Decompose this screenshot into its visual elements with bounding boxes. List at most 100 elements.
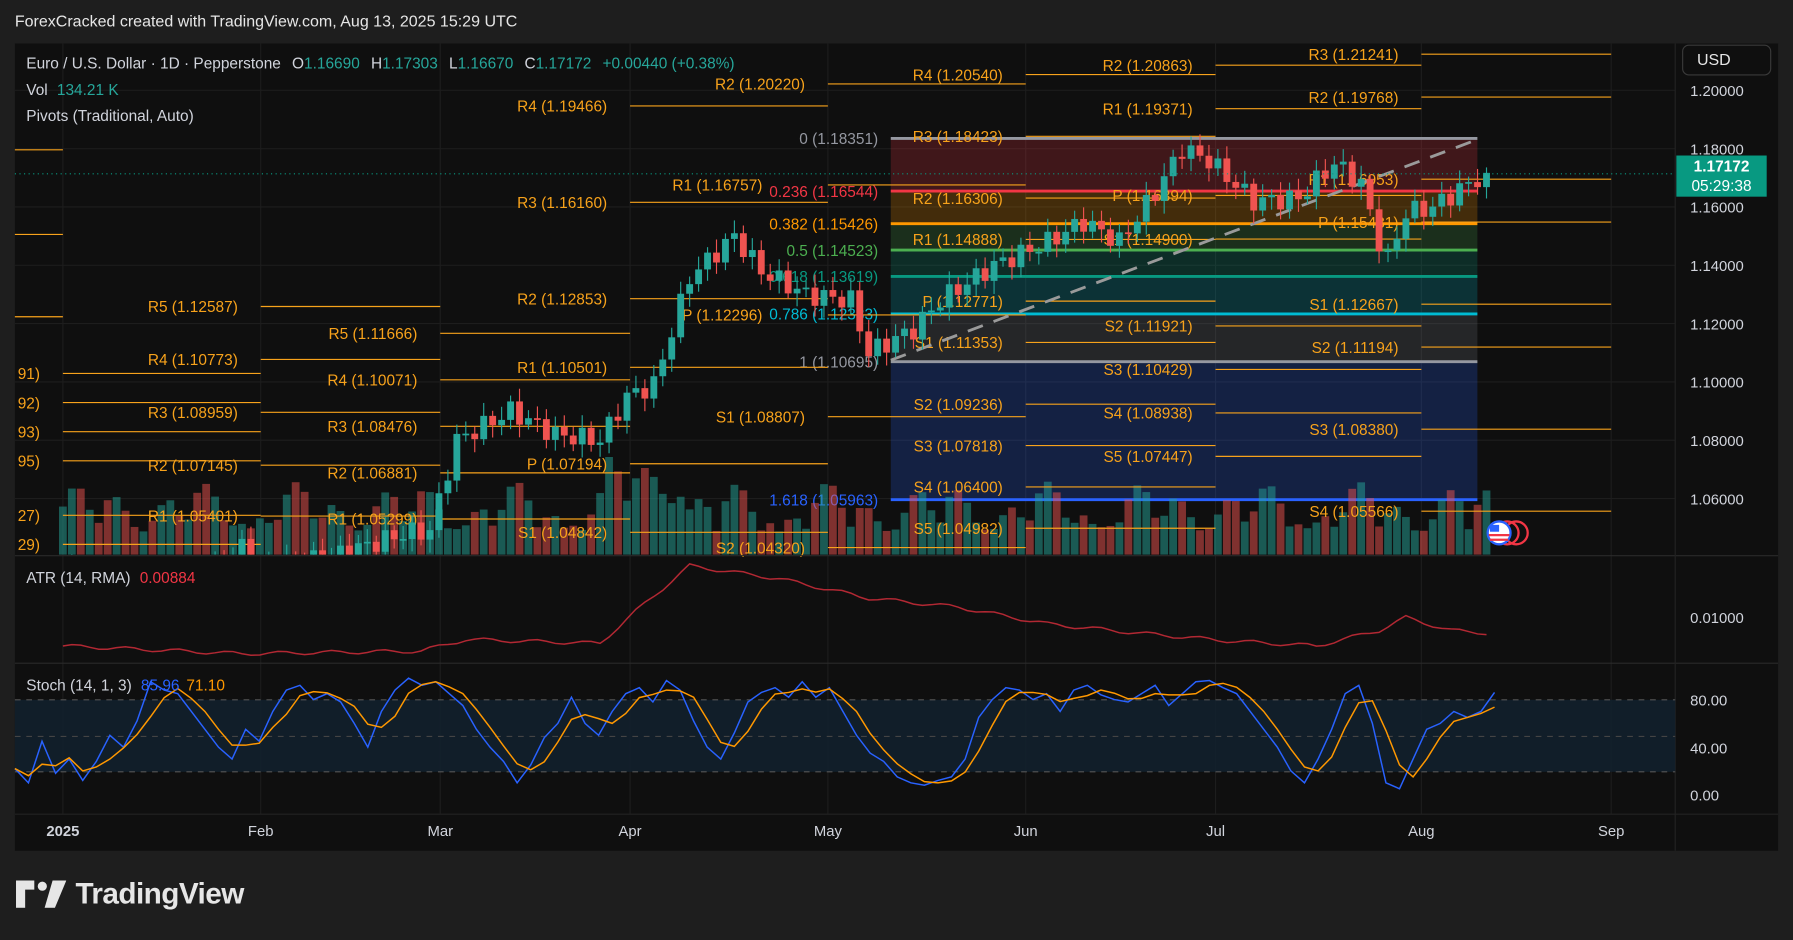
- candle-body: [739, 233, 747, 258]
- volume-bar: [461, 525, 470, 555]
- pivots-legend[interactable]: Pivots (Traditional, Auto): [26, 108, 193, 125]
- fib-retracement[interactable]: 0 (1.18351) 0.236 (1.16544) 0.382 (1.15426…: [769, 131, 1478, 509]
- last-price-badge: 1.17172 05:29:38: [1676, 155, 1767, 197]
- pivot-label: R4 (1.10773): [148, 352, 238, 369]
- atr-legend[interactable]: ATR (14, RMA) 0.00884: [26, 570, 196, 587]
- price-axis-label: 1.20000: [1690, 84, 1744, 100]
- pivot-label: R3 (1.18423): [913, 129, 1003, 146]
- candle-body: [892, 336, 900, 353]
- volume-bar: [793, 518, 801, 555]
- candle-body: [677, 293, 685, 338]
- candle-body: [337, 545, 344, 555]
- pivot-label: S3 (1.07818): [914, 438, 1003, 455]
- stoch-axis-label: 40.00: [1690, 742, 1727, 758]
- volume-bar: [166, 500, 175, 555]
- volume-bar: [300, 491, 309, 555]
- volume-legend[interactable]: Vol 134.21 K: [26, 82, 119, 99]
- candle-body: [632, 388, 640, 393]
- volume-bar: [605, 456, 613, 555]
- pivot-label: S5 (1.04982): [914, 521, 1003, 538]
- volume-bar: [336, 511, 345, 555]
- pivot-label: R1 (1.14888): [913, 232, 1003, 249]
- volume-bar: [542, 517, 551, 555]
- candle-body: [757, 250, 765, 275]
- volume-bar: [954, 489, 963, 555]
- volume-bar: [282, 494, 291, 555]
- open-label: O: [292, 56, 304, 73]
- price-axis-label: 1.08000: [1690, 434, 1744, 450]
- pivot-label: R1 (1.19371): [1103, 101, 1193, 118]
- candle-body: [1411, 200, 1419, 219]
- volume-bar: [1187, 517, 1195, 555]
- candle-body: [1035, 251, 1043, 254]
- volume-bar: [327, 505, 336, 555]
- volume-bar: [1043, 481, 1052, 555]
- volume-bar: [560, 527, 569, 555]
- volume-bar: [632, 478, 640, 555]
- volume-bar: [864, 508, 873, 555]
- volume-bar: [1437, 499, 1446, 555]
- volume-bar: [936, 522, 945, 555]
- atr-axis-label: 0.01000: [1690, 611, 1744, 627]
- volume-bar: [1384, 513, 1392, 555]
- volume-bar: [1240, 521, 1249, 555]
- candle-body: [1080, 218, 1088, 232]
- candle-body: [874, 338, 882, 357]
- volume-bar: [614, 471, 622, 555]
- stoch-pane: [14, 677, 1676, 790]
- volume-bar: [900, 512, 909, 555]
- candle-body: [471, 433, 479, 440]
- pivot-label: 92): [18, 395, 40, 412]
- candle-body: [927, 310, 935, 313]
- volume-bar: [1017, 517, 1025, 555]
- symbol-legend[interactable]: Euro / U.S. Dollar · 1D · Pepperstone O1…: [26, 56, 734, 73]
- pivot-label: R2 (1.16306): [913, 191, 1003, 208]
- stoch-legend[interactable]: Stoch (14, 1, 3) 85.96 71.10: [26, 678, 225, 695]
- candle-body: [1384, 250, 1392, 253]
- candle-body: [453, 433, 461, 481]
- volume-bar: [211, 496, 219, 555]
- volume-bar: [1052, 492, 1061, 555]
- volume-bar: [1008, 507, 1016, 555]
- volume-bar: [1402, 516, 1410, 555]
- volume-bar: [1231, 501, 1240, 555]
- pivot-label: 95): [18, 454, 40, 471]
- volume-bar: [1151, 517, 1160, 555]
- candle-body: [1357, 178, 1365, 187]
- pivot-label: P (1.07194): [527, 456, 607, 473]
- volume-bar: [1196, 530, 1204, 555]
- volume-bar: [103, 500, 112, 555]
- candle-body: [1107, 229, 1114, 246]
- candle-body: [1071, 218, 1079, 232]
- candle-body: [695, 269, 703, 285]
- volume-bar: [309, 518, 318, 555]
- tradingview-logo[interactable]: TradingView: [16, 876, 244, 911]
- currency-button[interactable]: USD: [1682, 44, 1772, 76]
- candlesticks: [71, 134, 1490, 555]
- candle-body: [1178, 156, 1186, 159]
- volume-bar: [918, 492, 927, 555]
- candle-body: [1241, 183, 1249, 188]
- candle-body: [1268, 194, 1276, 198]
- candle-body: [1160, 176, 1168, 201]
- us-flag-icon[interactable]: [1486, 520, 1529, 546]
- time-axis-label: Apr: [619, 824, 642, 840]
- axes[interactable]: 2025 Feb Mar Apr May Jun Jul Aug Sep 1.20000 1.180…: [46, 84, 1743, 840]
- candle-body: [1089, 220, 1096, 232]
- volume-bar: [1410, 530, 1419, 555]
- candle-body: [1169, 156, 1177, 177]
- candle-body: [1277, 194, 1285, 210]
- volume-bar: [569, 525, 578, 555]
- pivot-label: R4 (1.19466): [517, 99, 607, 116]
- candle-body: [480, 415, 488, 440]
- pivot-label: R2 (1.20220): [715, 77, 805, 94]
- candle-body: [542, 419, 550, 440]
- pivot-label: 93): [18, 424, 40, 441]
- volume-bar: [85, 509, 94, 555]
- candle-body: [381, 530, 389, 552]
- volume-bar: [1357, 482, 1366, 555]
- trend-line[interactable]: [890, 138, 1478, 362]
- pivot-label: S2 (1.04320): [716, 540, 805, 557]
- candle-body: [838, 296, 846, 308]
